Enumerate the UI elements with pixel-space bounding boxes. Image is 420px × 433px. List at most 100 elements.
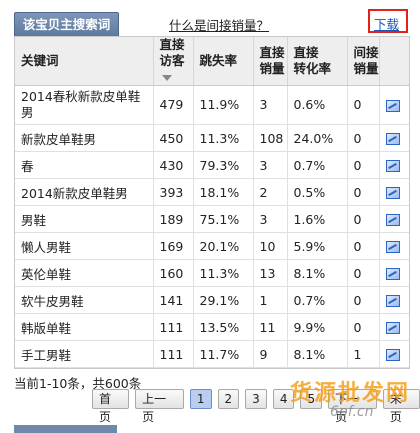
cell-trend	[379, 85, 409, 125]
cell-trend	[379, 178, 409, 206]
cell-keyword: 韩版单鞋	[15, 313, 154, 341]
trend-chart-icon[interactable]	[385, 241, 400, 253]
col-direct-conversion[interactable]: 直接 转化率	[287, 37, 348, 86]
result-summary: 当前1-10条，共600条	[14, 376, 142, 391]
cell-keyword: 英伦单鞋	[15, 259, 154, 287]
cell-indirect: 0	[347, 286, 380, 314]
cell-indirect: 0	[347, 232, 380, 260]
cell-bounce: 11.3%	[193, 124, 254, 152]
cell-visitors: 160	[153, 259, 194, 287]
cell-visitors: 393	[153, 178, 194, 206]
trend-chart-icon[interactable]	[385, 160, 400, 172]
cell-trend	[379, 124, 409, 152]
cell-visitors: 479	[153, 85, 194, 125]
cell-keyword: 男鞋	[15, 205, 154, 233]
cell-trend	[379, 151, 409, 179]
page-1-button[interactable]: 1	[189, 389, 212, 409]
cell-keyword: 懒人男鞋	[15, 232, 154, 260]
cell-trend	[379, 232, 409, 260]
table-row: 软牛皮男鞋 141 29.1% 1 0.7% 0	[15, 286, 409, 314]
cell-indirect: 0	[347, 85, 380, 125]
cell-indirect: 0	[347, 151, 380, 179]
cell-sales: 108	[253, 124, 288, 152]
cell-conversion: 0.7%	[287, 286, 348, 314]
cell-sales: 11	[253, 313, 288, 341]
search-terms-table: 关键词 直接 访客 跳失率 直接 销量 直接 转化率 间接 销量 2014春秋新…	[14, 36, 410, 369]
cell-indirect: 0	[347, 124, 380, 152]
col-bounce-rate[interactable]: 跳失率	[193, 37, 254, 86]
cell-sales: 3	[253, 85, 288, 125]
cell-indirect: 0	[347, 313, 380, 341]
cell-conversion: 8.1%	[287, 340, 348, 368]
table-row: 春 430 79.3% 3 0.7% 0	[15, 151, 409, 179]
table-row: 懒人男鞋 169 20.1% 10 5.9% 0	[15, 232, 409, 260]
download-link[interactable]: 下载	[374, 17, 400, 32]
cell-visitors: 189	[153, 205, 194, 233]
col-direct-visitors[interactable]: 直接 访客	[153, 37, 194, 86]
cell-bounce: 20.1%	[193, 232, 254, 260]
next-page-button[interactable]: 下一页	[328, 389, 377, 424]
cell-sales: 3	[253, 151, 288, 179]
page-2-button[interactable]: 2	[217, 389, 240, 409]
cell-sales: 13	[253, 259, 288, 287]
cell-bounce: 13.5%	[193, 313, 254, 341]
cell-conversion: 5.9%	[287, 232, 348, 260]
trend-chart-icon[interactable]	[385, 268, 400, 280]
watermark-site: 6pf.cn	[330, 404, 374, 420]
page-3-button[interactable]: 3	[245, 389, 267, 409]
cell-conversion: 1.6%	[287, 205, 348, 233]
cell-sales: 10	[253, 232, 288, 260]
cell-keyword: 软牛皮男鞋	[15, 286, 154, 314]
cell-keyword: 2014新款皮单鞋男	[15, 178, 154, 206]
table-row: 男鞋 189 75.1% 3 1.6% 0	[15, 205, 409, 233]
trend-chart-icon[interactable]	[385, 349, 400, 361]
last-page-button[interactable]: 末页	[382, 389, 420, 424]
trend-chart-icon[interactable]	[385, 322, 400, 334]
cell-sales: 2	[253, 178, 288, 206]
cell-sales: 3	[253, 205, 288, 233]
trend-chart-icon[interactable]	[385, 99, 400, 112]
cell-conversion: 9.9%	[287, 313, 348, 341]
cell-conversion: 8.1%	[287, 259, 348, 287]
col-direct-visitors-label: 直接 访客	[159, 37, 185, 68]
sort-desc-icon	[161, 74, 172, 81]
cell-bounce: 29.1%	[193, 286, 254, 314]
first-page-button[interactable]: 首页	[92, 389, 130, 424]
table-row: 2014春秋新款皮单鞋男 479 11.9% 3 0.6% 0	[15, 85, 409, 125]
indirect-sales-help-link[interactable]: 什么是间接销量？	[169, 18, 270, 33]
cell-keyword: 手工男鞋	[15, 340, 154, 368]
cell-sales: 9	[253, 340, 288, 368]
table-row: 韩版单鞋 111 13.5% 11 9.9% 0	[15, 313, 409, 341]
col-direct-sales[interactable]: 直接 销量	[253, 37, 288, 86]
cell-conversion: 0.7%	[287, 151, 348, 179]
cell-visitors: 450	[153, 124, 194, 152]
table-row: 新款皮单鞋男 450 11.3% 108 24.0% 0	[15, 124, 409, 152]
cell-indirect: 0	[347, 259, 380, 287]
cell-keyword: 春	[15, 151, 154, 179]
page-4-button[interactable]: 4	[272, 389, 295, 409]
cell-bounce: 11.3%	[193, 259, 254, 287]
top-bar: 该宝贝主搜索词 什么是间接销量？ 下载	[0, 0, 420, 40]
cell-conversion: 24.0%	[287, 124, 348, 152]
trend-chart-icon[interactable]	[385, 187, 400, 199]
cell-trend	[379, 340, 409, 368]
cell-visitors: 111	[153, 340, 194, 368]
cell-trend	[379, 286, 409, 314]
page-5-button[interactable]: 5	[300, 389, 323, 409]
cell-indirect: 1	[347, 340, 380, 368]
tab-main-search-terms[interactable]: 该宝贝主搜索词	[14, 12, 119, 37]
table-row: 英伦单鞋 160 11.3% 13 8.1% 0	[15, 259, 409, 287]
col-indirect-sales[interactable]: 间接 销量	[347, 37, 380, 86]
cell-bounce: 11.7%	[193, 340, 254, 368]
trend-chart-icon[interactable]	[385, 295, 400, 307]
next-section-tab	[14, 425, 117, 433]
trend-chart-icon[interactable]	[385, 133, 400, 145]
cell-visitors: 111	[153, 313, 194, 341]
cell-bounce: 79.3%	[193, 151, 254, 179]
trend-chart-icon[interactable]	[385, 214, 400, 226]
cell-trend	[379, 259, 409, 287]
col-keyword[interactable]: 关键词	[15, 37, 154, 86]
prev-page-button[interactable]: 上一页	[135, 389, 184, 424]
cell-bounce: 75.1%	[193, 205, 254, 233]
table-row: 2014新款皮单鞋男 393 18.1% 2 0.5% 0	[15, 178, 409, 206]
